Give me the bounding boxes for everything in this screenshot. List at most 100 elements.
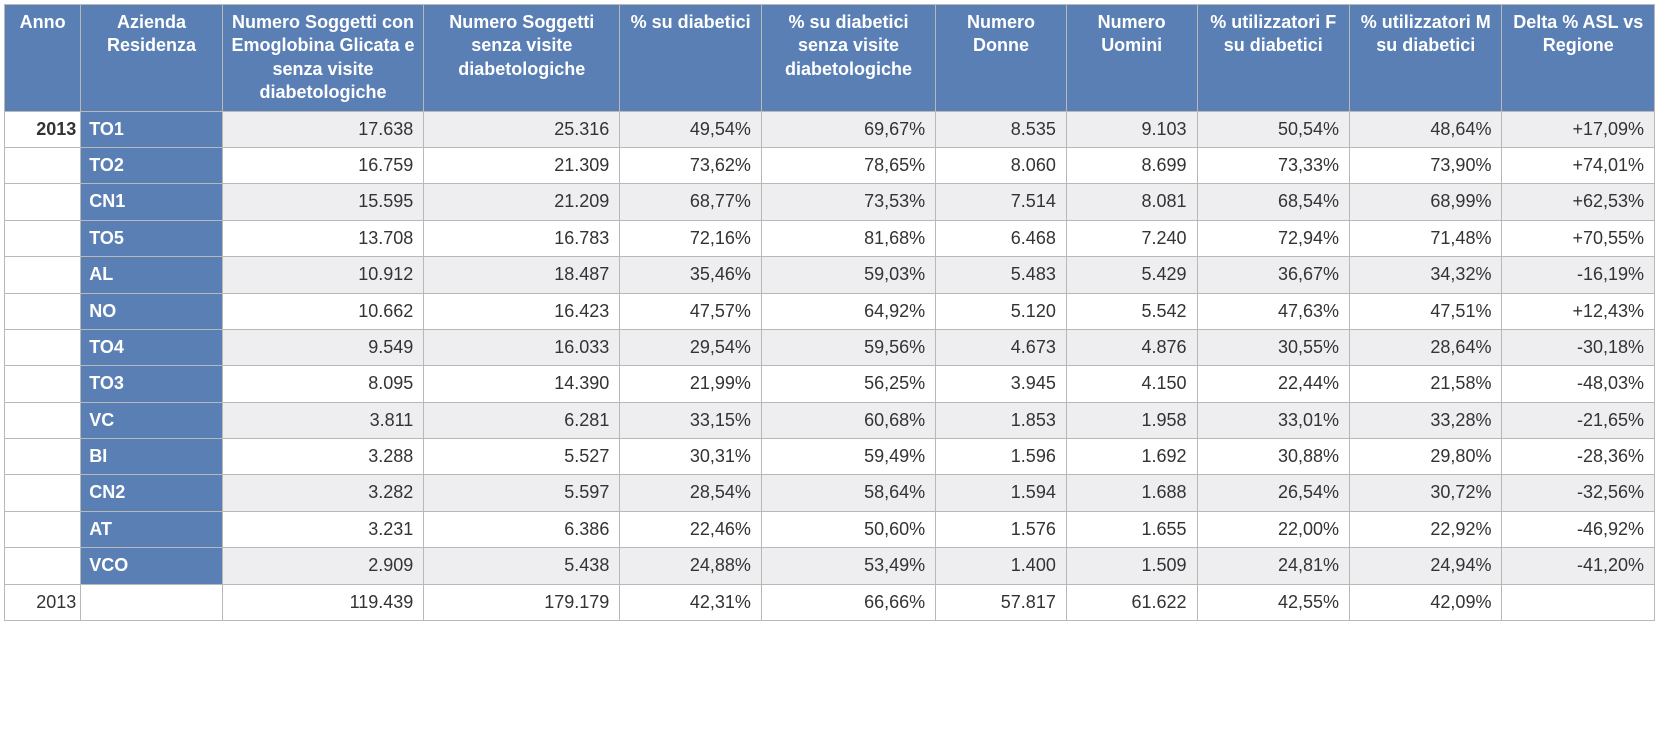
data-cell: 47,57% (620, 293, 762, 329)
data-cell: 5.527 (424, 439, 620, 475)
data-cell: 25.316 (424, 111, 620, 147)
azienda-cell: TO4 (81, 329, 223, 365)
col-header-6: Numero Donne (936, 5, 1067, 112)
data-cell: 30,55% (1197, 329, 1349, 365)
data-cell: 71,48% (1350, 220, 1502, 256)
data-cell: +12,43% (1502, 293, 1655, 329)
total-cell: 119.439 (222, 584, 423, 620)
data-cell: 22,44% (1197, 366, 1349, 402)
data-cell: 3.231 (222, 511, 423, 547)
data-cell: 5.483 (936, 257, 1067, 293)
data-cell: 73,53% (761, 184, 935, 220)
table-row: AT3.2316.38622,46%50,60%1.5761.65522,00%… (5, 511, 1655, 547)
data-cell: 59,49% (761, 439, 935, 475)
anno-empty (5, 293, 81, 329)
data-cell: 1.576 (936, 511, 1067, 547)
data-cell: -32,56% (1502, 475, 1655, 511)
anno-empty (5, 147, 81, 183)
data-cell: 60,68% (761, 402, 935, 438)
data-cell: 3.811 (222, 402, 423, 438)
data-cell: 3.945 (936, 366, 1067, 402)
data-cell: 8.060 (936, 147, 1067, 183)
data-cell: 10.662 (222, 293, 423, 329)
data-cell: 21.309 (424, 147, 620, 183)
data-cell: 6.386 (424, 511, 620, 547)
data-cell: 35,46% (620, 257, 762, 293)
data-cell: 26,54% (1197, 475, 1349, 511)
total-cell: 42,55% (1197, 584, 1349, 620)
total-azienda-empty (81, 584, 223, 620)
col-header-0: Anno (5, 5, 81, 112)
data-cell: -48,03% (1502, 366, 1655, 402)
total-cell: 61.622 (1066, 584, 1197, 620)
table-row: 2013TO117.63825.31649,54%69,67%8.5359.10… (5, 111, 1655, 147)
data-cell: 24,94% (1350, 548, 1502, 584)
data-cell: 29,80% (1350, 439, 1502, 475)
table-row: TO216.75921.30973,62%78,65%8.0608.69973,… (5, 147, 1655, 183)
total-cell: 42,31% (620, 584, 762, 620)
data-cell: 64,92% (761, 293, 935, 329)
data-cell: 30,31% (620, 439, 762, 475)
data-cell: 73,62% (620, 147, 762, 183)
data-cell: 1.594 (936, 475, 1067, 511)
data-cell: 5.438 (424, 548, 620, 584)
azienda-cell: NO (81, 293, 223, 329)
data-cell: 16.033 (424, 329, 620, 365)
data-cell: 1.655 (1066, 511, 1197, 547)
total-cell: 42,09% (1350, 584, 1502, 620)
data-cell: 4.150 (1066, 366, 1197, 402)
data-cell: 1.688 (1066, 475, 1197, 511)
data-cell: 68,99% (1350, 184, 1502, 220)
data-cell: 24,88% (620, 548, 762, 584)
total-anno: 2013 (5, 584, 81, 620)
data-cell: 59,56% (761, 329, 935, 365)
col-header-5: % su diabetici senza visite diabetologic… (761, 5, 935, 112)
data-cell: 1.400 (936, 548, 1067, 584)
data-cell: 21,58% (1350, 366, 1502, 402)
data-cell: -46,92% (1502, 511, 1655, 547)
data-cell: -16,19% (1502, 257, 1655, 293)
data-cell: 5.120 (936, 293, 1067, 329)
data-cell: +17,09% (1502, 111, 1655, 147)
data-cell: +70,55% (1502, 220, 1655, 256)
anno-empty (5, 475, 81, 511)
data-cell: 36,67% (1197, 257, 1349, 293)
data-cell: 33,15% (620, 402, 762, 438)
data-cell: 3.288 (222, 439, 423, 475)
data-cell: 73,90% (1350, 147, 1502, 183)
data-cell: 56,25% (761, 366, 935, 402)
data-cell: 1.596 (936, 439, 1067, 475)
col-header-4: % su diabetici (620, 5, 762, 112)
col-header-2: Numero Soggetti con Emoglobina Glicata e… (222, 5, 423, 112)
data-cell: 17.638 (222, 111, 423, 147)
data-cell: 30,88% (1197, 439, 1349, 475)
data-cell: +62,53% (1502, 184, 1655, 220)
data-cell: 16.759 (222, 147, 423, 183)
azienda-cell: TO2 (81, 147, 223, 183)
data-cell: 8.095 (222, 366, 423, 402)
data-cell: 22,92% (1350, 511, 1502, 547)
data-cell: -28,36% (1502, 439, 1655, 475)
data-cell: 14.390 (424, 366, 620, 402)
table-row: AL10.91218.48735,46%59,03%5.4835.42936,6… (5, 257, 1655, 293)
total-cell: 66,66% (761, 584, 935, 620)
table-row: VC3.8116.28133,15%60,68%1.8531.95833,01%… (5, 402, 1655, 438)
data-cell: 5.542 (1066, 293, 1197, 329)
table-row: BI3.2885.52730,31%59,49%1.5961.69230,88%… (5, 439, 1655, 475)
table-body: 2013TO117.63825.31649,54%69,67%8.5359.10… (5, 111, 1655, 620)
data-cell: 59,03% (761, 257, 935, 293)
data-cell: 7.240 (1066, 220, 1197, 256)
anno-empty (5, 511, 81, 547)
data-cell: 33,01% (1197, 402, 1349, 438)
data-cell: -30,18% (1502, 329, 1655, 365)
anno-empty (5, 220, 81, 256)
data-cell: 48,64% (1350, 111, 1502, 147)
data-cell: 3.282 (222, 475, 423, 511)
azienda-cell: AT (81, 511, 223, 547)
data-cell: 28,54% (620, 475, 762, 511)
data-cell: 13.708 (222, 220, 423, 256)
data-cell: 4.876 (1066, 329, 1197, 365)
anno-empty (5, 329, 81, 365)
total-cell (1502, 584, 1655, 620)
data-cell: 30,72% (1350, 475, 1502, 511)
